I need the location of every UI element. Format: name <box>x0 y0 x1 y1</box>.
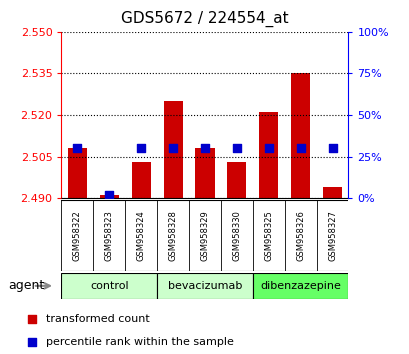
Bar <box>131 162 151 198</box>
Bar <box>322 187 341 198</box>
Text: GDS5672 / 224554_at: GDS5672 / 224554_at <box>121 11 288 27</box>
Text: control: control <box>90 281 128 291</box>
Bar <box>61 273 157 299</box>
Point <box>301 37 308 42</box>
Point <box>265 145 272 151</box>
Point <box>301 249 308 255</box>
Text: GSM958329: GSM958329 <box>200 210 209 261</box>
Text: GSM958330: GSM958330 <box>232 210 241 261</box>
Bar <box>99 195 119 198</box>
Bar <box>227 162 246 198</box>
Bar <box>157 273 252 299</box>
Text: dibenzazepine: dibenzazepine <box>260 281 340 291</box>
Bar <box>252 273 348 299</box>
Text: GSM958327: GSM958327 <box>327 210 336 261</box>
Point <box>169 145 176 151</box>
Point <box>328 145 335 151</box>
Bar <box>68 148 87 198</box>
Bar <box>195 148 214 198</box>
Text: GSM958323: GSM958323 <box>105 210 114 261</box>
Text: agent: agent <box>8 279 44 292</box>
Point <box>201 145 208 151</box>
Text: transformed count: transformed count <box>46 314 150 324</box>
Point <box>297 145 303 151</box>
Point <box>137 145 144 151</box>
Text: percentile rank within the sample: percentile rank within the sample <box>46 337 234 347</box>
Text: GSM958328: GSM958328 <box>168 210 177 261</box>
Bar <box>290 73 310 198</box>
Text: GSM958325: GSM958325 <box>264 210 273 261</box>
Point <box>74 145 81 151</box>
Text: GSM958322: GSM958322 <box>73 210 82 261</box>
Text: GSM958326: GSM958326 <box>295 210 304 261</box>
Point <box>106 192 112 198</box>
Text: bevacizumab: bevacizumab <box>167 281 242 291</box>
Text: GSM958324: GSM958324 <box>136 210 145 261</box>
Bar <box>258 112 278 198</box>
Point <box>233 145 240 151</box>
Bar <box>163 101 182 198</box>
